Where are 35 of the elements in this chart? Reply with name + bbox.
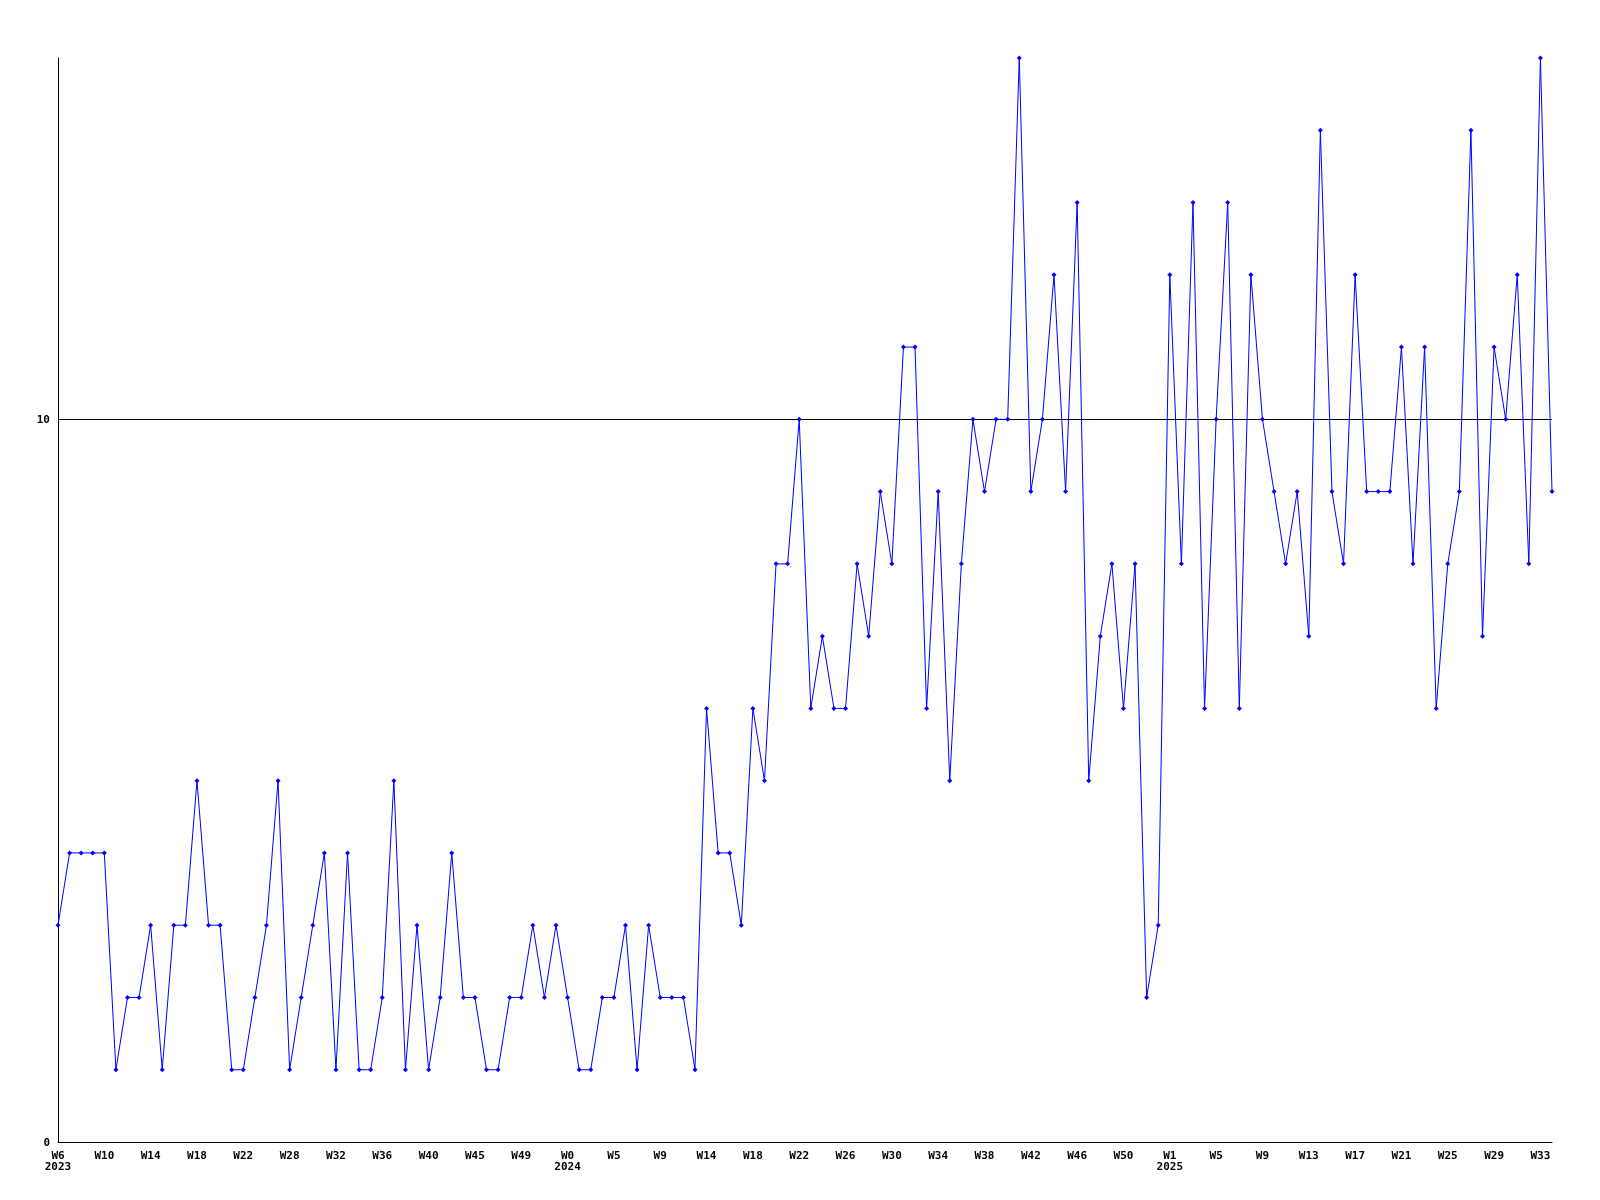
x-tick-label: W34 [928,1149,949,1162]
x-tick-label: W49 [511,1149,532,1162]
x-tick-label: W10 [94,1149,115,1162]
x-tick-label: W29 [1484,1149,1505,1162]
x-tick-label: W14 [696,1149,717,1162]
x-tick-label: W33 [1530,1149,1551,1162]
y-tick-label: 0 [43,1135,50,1149]
x-tick-label: W22 [233,1149,254,1162]
x-tick-label: W5 [1209,1149,1223,1162]
x-tick-label: W0 2024 [554,1149,582,1173]
x-tick-label: W6 2023 [44,1149,72,1173]
x-tick-label: W9 [653,1149,667,1162]
x-tick-label: W38 [974,1149,995,1162]
x-tick-label: W46 [1067,1149,1088,1162]
x-tick-label: W5 [607,1149,621,1162]
x-tick-label: W30 [881,1149,902,1162]
x-tick-label: W42 [1020,1149,1041,1162]
x-tick-label: W25 [1437,1149,1458,1162]
x-tick-label: W36 [372,1149,393,1162]
x-tick-label: W28 [279,1149,300,1162]
x-tick-label: W50 [1113,1149,1134,1162]
x-tick-label: W26 [835,1149,856,1162]
x-tick-label: W21 [1391,1149,1412,1162]
x-tick-label: W22 [789,1149,810,1162]
x-tick-label: W17 [1345,1149,1366,1162]
x-tick-label: W14 [140,1149,161,1162]
x-tick-label: W9 [1255,1149,1270,1162]
x-tick-label: W1 2025 [1156,1149,1184,1173]
x-tick-label: W45 [464,1149,485,1162]
x-tick-label: W40 [418,1149,439,1162]
y-tick-label: 10 [36,412,50,426]
x-tick-label: W32 [326,1149,346,1162]
x-tick-label: W18 [187,1149,207,1162]
x-tick-label: W18 [742,1149,763,1162]
x-tick-label: W13 [1298,1149,1319,1162]
